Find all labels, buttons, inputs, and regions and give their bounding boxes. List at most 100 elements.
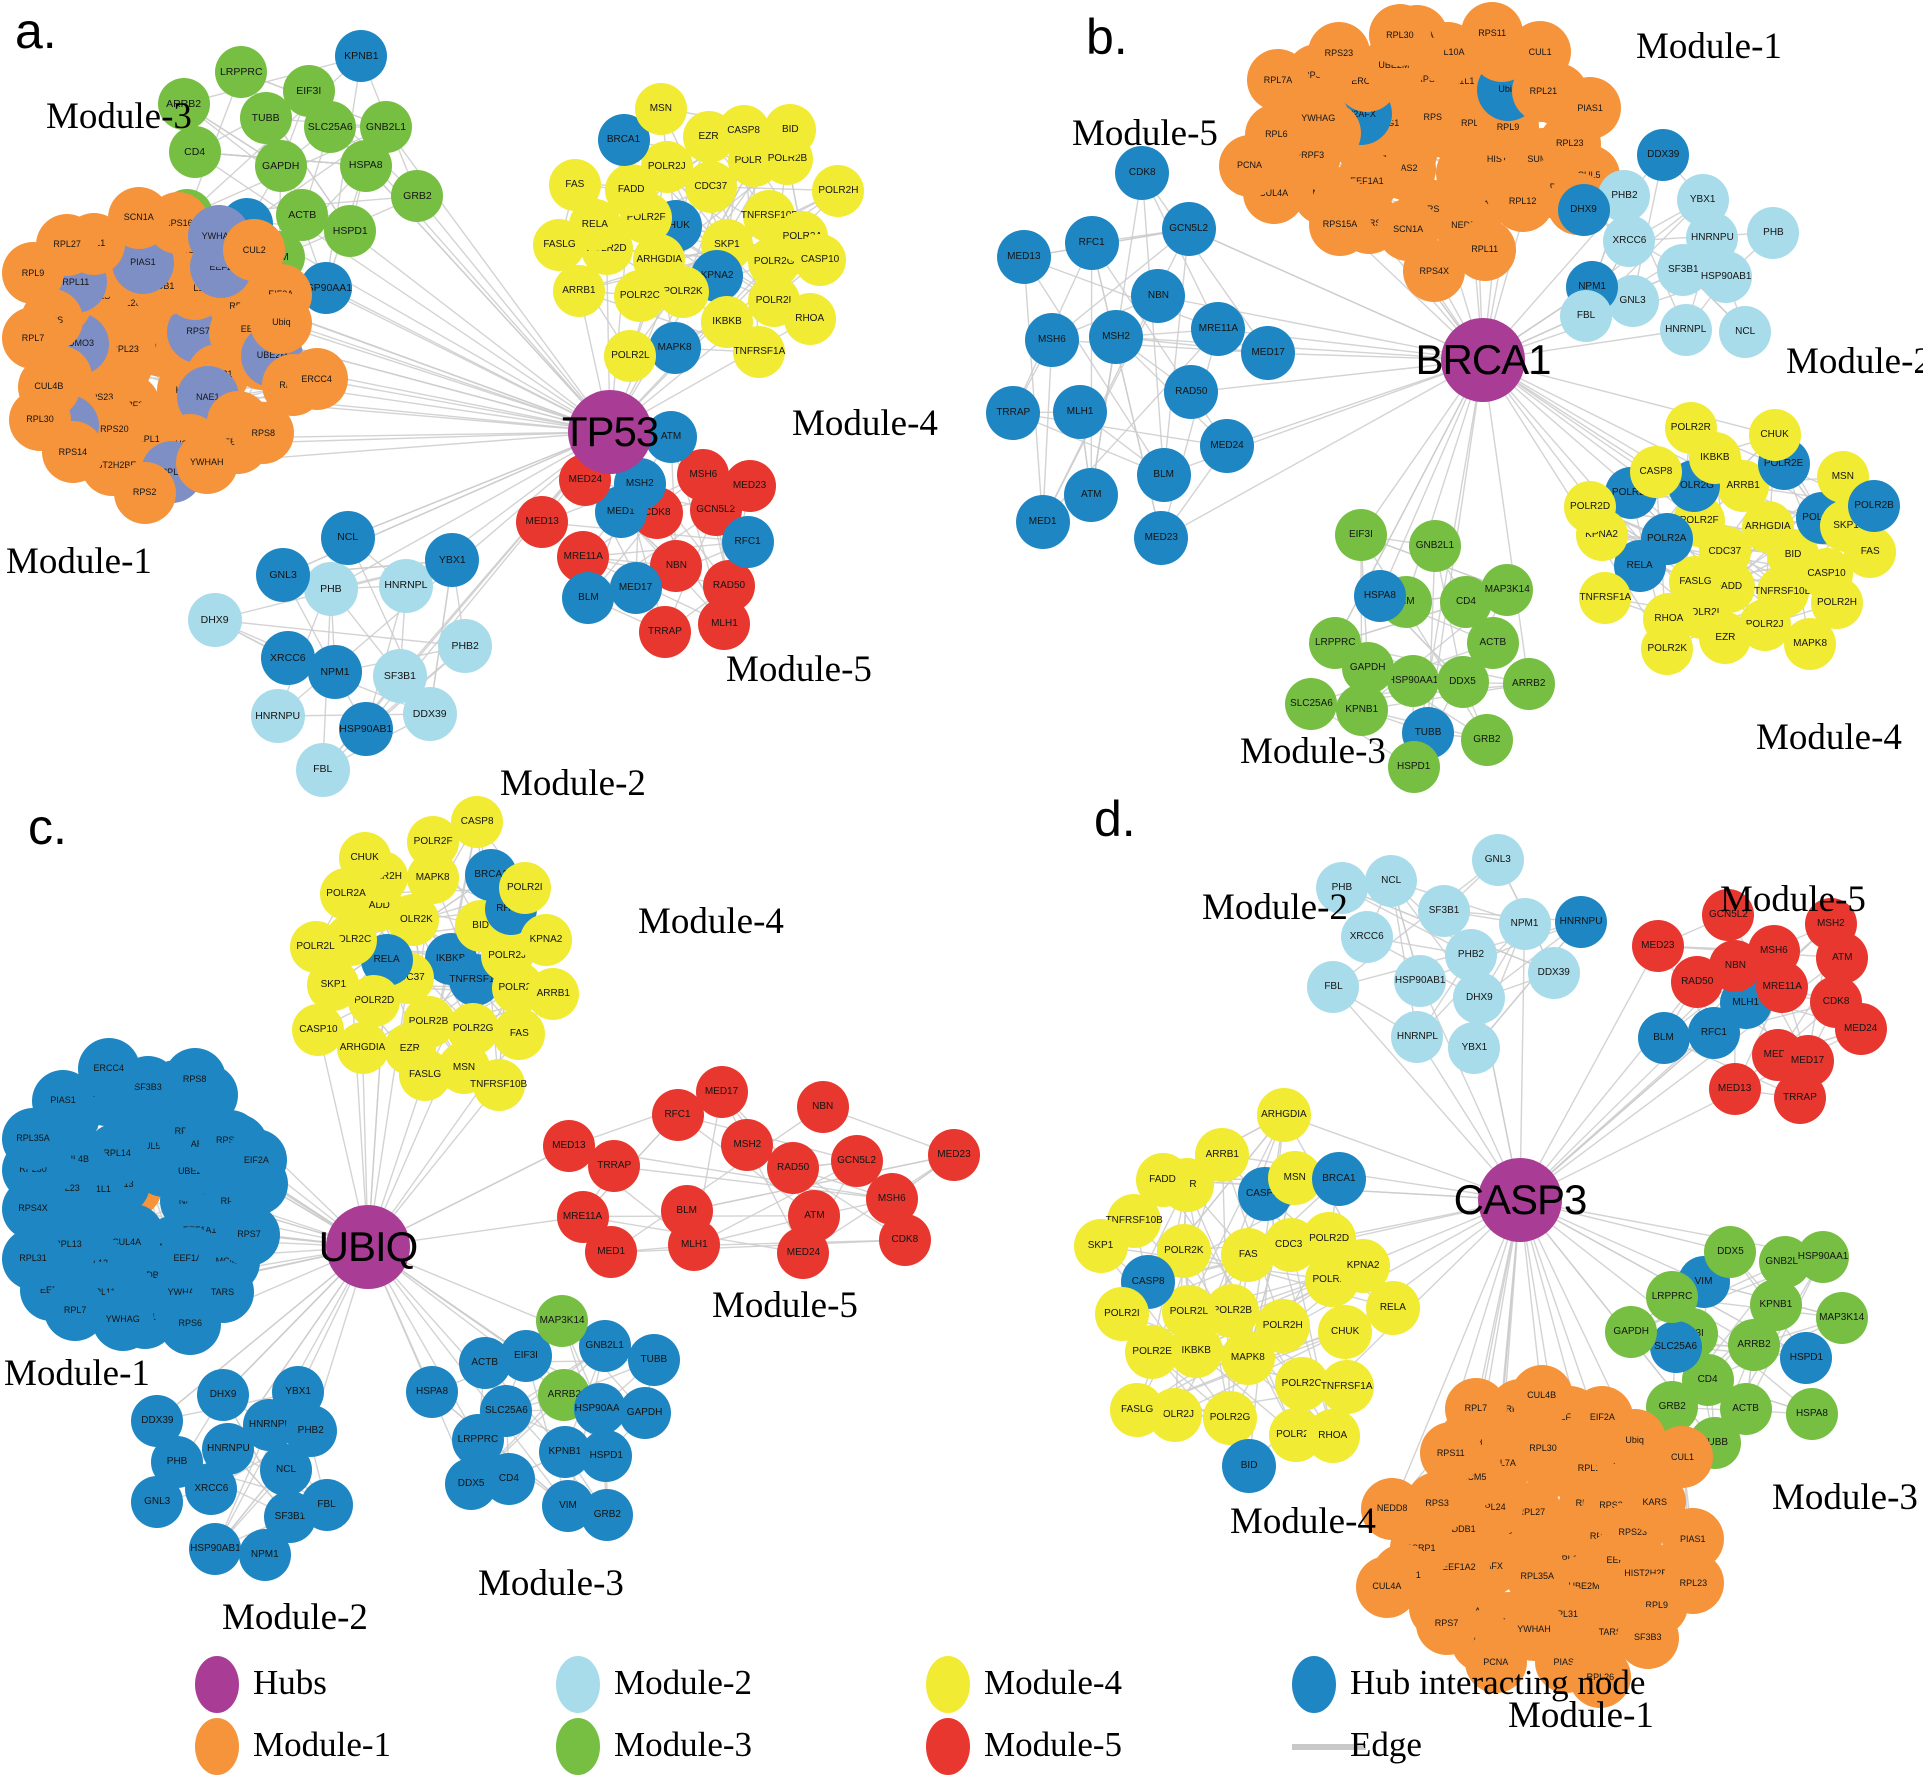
- protein-node-grb2[interactable]: GRB2: [581, 1489, 634, 1542]
- protein-node-ncl[interactable]: NCL: [320, 510, 375, 565]
- protein-node-cdk8[interactable]: CDK8: [1115, 146, 1170, 201]
- protein-node-xrcc6[interactable]: XRCC6: [260, 631, 315, 686]
- protein-node-blm[interactable]: BLM: [1136, 447, 1191, 502]
- protein-node-med17[interactable]: MED17: [1241, 326, 1296, 381]
- protein-node-med23[interactable]: MED23: [1631, 920, 1684, 973]
- protein-node-gapdh[interactable]: GAPDH: [1605, 1306, 1658, 1359]
- protein-node-polr2f[interactable]: POLR2F: [407, 815, 460, 868]
- protein-node-chuk[interactable]: CHUK: [1318, 1304, 1373, 1359]
- protein-node-faslg[interactable]: FASLG: [1110, 1383, 1165, 1437]
- protein-node-bid[interactable]: BID: [1222, 1439, 1277, 1494]
- protein-node-hspd1[interactable]: HSPD1: [580, 1430, 633, 1483]
- protein-node-cul4a[interactable]: CUL4A: [1355, 1555, 1418, 1618]
- protein-node-arrb1[interactable]: ARRB1: [552, 264, 605, 317]
- protein-node-hsp90ab1[interactable]: HSP90AB1: [338, 702, 393, 757]
- protein-node-rhoa[interactable]: RHOA: [1305, 1408, 1360, 1463]
- protein-node-lrpprc[interactable]: LRPPRC: [1309, 616, 1362, 669]
- protein-node-hspd1[interactable]: HSPD1: [324, 205, 377, 258]
- protein-node-hnrnpl[interactable]: HNRNPL: [1391, 1011, 1444, 1064]
- protein-node-med17[interactable]: MED17: [609, 561, 662, 614]
- protein-node-msn[interactable]: MSN: [634, 82, 687, 135]
- protein-node-rpl7[interactable]: RPL7: [44, 1279, 107, 1342]
- protein-node-polr2c[interactable]: POLR2C: [613, 269, 666, 322]
- protein-node-rps2[interactable]: RPS2: [113, 461, 176, 524]
- protein-node-rpl7[interactable]: RPL7: [2, 307, 64, 370]
- protein-node-rfc1[interactable]: RFC1: [651, 1088, 704, 1141]
- protein-node-lrpprc[interactable]: LRPPRC: [215, 46, 268, 99]
- protein-node-rps8[interactable]: RPS8: [163, 1048, 226, 1111]
- protein-node-phb[interactable]: PHB: [303, 561, 358, 616]
- protein-node-xrcc6[interactable]: XRCC6: [1603, 214, 1656, 267]
- hub-node-ubiq[interactable]: UBIQ: [319, 1205, 418, 1289]
- protein-node-ddx39[interactable]: DDX39: [1637, 129, 1690, 182]
- protein-node-gnl3[interactable]: GNL3: [256, 547, 311, 602]
- protein-node-polr2h[interactable]: POLR2H: [1255, 1298, 1310, 1353]
- protein-node-rela[interactable]: RELA: [1365, 1281, 1420, 1336]
- protein-node-ddx39[interactable]: DDX39: [131, 1394, 184, 1447]
- protein-node-trrap[interactable]: TRRAP: [588, 1140, 641, 1193]
- protein-node-rfc1[interactable]: RFC1: [1687, 1007, 1740, 1060]
- protein-node-actb[interactable]: ACTB: [1466, 617, 1519, 670]
- protein-node-cdc37[interactable]: CDC37: [684, 160, 737, 213]
- protein-node-hspa8[interactable]: HSPA8: [1785, 1387, 1838, 1440]
- protein-node-rad50[interactable]: RAD50: [1164, 365, 1219, 420]
- protein-node-hnrnpu[interactable]: HNRNPU: [1555, 895, 1608, 948]
- protein-node-trrap[interactable]: TRRAP: [986, 385, 1041, 440]
- protein-node-pias1[interactable]: PIAS1: [1559, 77, 1622, 140]
- protein-node-grb2[interactable]: GRB2: [391, 170, 444, 223]
- protein-node-rad50[interactable]: RAD50: [767, 1142, 820, 1195]
- protein-node-kpnb1[interactable]: KPNB1: [335, 30, 388, 83]
- protein-node-blm[interactable]: BLM: [1637, 1011, 1690, 1064]
- protein-node-phb[interactable]: PHB: [1315, 861, 1368, 914]
- protein-node-rpl30[interactable]: RPL30: [1368, 4, 1431, 67]
- protein-node-rpl35a[interactable]: RPL35A: [2, 1107, 64, 1170]
- protein-node-ybx1[interactable]: YBX1: [425, 533, 480, 588]
- protein-node-med13[interactable]: MED13: [542, 1120, 595, 1173]
- protein-node-cdk8[interactable]: CDK8: [878, 1214, 931, 1267]
- protein-node-hsp90ab1[interactable]: HSP90AB1: [1700, 250, 1753, 303]
- protein-node-rpl26[interactable]: RPL26: [1569, 1646, 1632, 1709]
- protein-node-rps6[interactable]: RPS6: [159, 1292, 222, 1355]
- protein-node-rpl7a[interactable]: RPL7A: [1247, 49, 1310, 112]
- protein-node-gcn5l2[interactable]: GCN5L2: [1702, 889, 1755, 942]
- protein-node-msh2[interactable]: MSH2: [721, 1118, 774, 1171]
- protein-node-mre11a[interactable]: MRE11A: [1191, 302, 1246, 357]
- protein-node-fadd[interactable]: FADD: [1135, 1152, 1190, 1207]
- protein-node-fbl[interactable]: FBL: [300, 1478, 353, 1531]
- protein-node-med24[interactable]: MED24: [1200, 419, 1255, 474]
- protein-node-rps7[interactable]: RPS7: [218, 1203, 281, 1266]
- protein-node-arrb1[interactable]: ARRB1: [527, 968, 580, 1021]
- protein-node-sf3b1[interactable]: SF3B1: [1418, 884, 1471, 937]
- protein-node-ncl[interactable]: NCL: [1719, 305, 1772, 358]
- protein-node-rhoa[interactable]: RHOA: [783, 292, 836, 345]
- protein-node-gapdh[interactable]: GAPDH: [618, 1387, 671, 1440]
- protein-node-chuk[interactable]: CHUK: [338, 832, 391, 885]
- hub-node-tp53[interactable]: TP53: [562, 390, 659, 474]
- protein-node-tnfrsf10b[interactable]: TNFRSF10B: [470, 1059, 527, 1112]
- protein-node-msh6[interactable]: MSH6: [1024, 312, 1079, 367]
- protein-node-ybx1[interactable]: YBX1: [272, 1366, 325, 1419]
- protein-node-gapdh[interactable]: GAPDH: [254, 140, 307, 193]
- protein-node-arrb2[interactable]: ARRB2: [157, 77, 210, 130]
- protein-node-map3k14[interactable]: MAP3K14: [1815, 1292, 1868, 1345]
- protein-node-atm[interactable]: ATM: [1064, 468, 1119, 523]
- protein-node-cul1[interactable]: CUL1: [1651, 1426, 1714, 1489]
- protein-node-polr2l[interactable]: POLR2L: [289, 921, 342, 974]
- protein-node-dhx9[interactable]: DHX9: [1453, 972, 1506, 1025]
- protein-node-med13[interactable]: MED13: [996, 230, 1051, 285]
- protein-node-gnb2l1[interactable]: GNB2L1: [360, 101, 413, 154]
- protein-node-cul1[interactable]: CUL1: [1509, 21, 1572, 84]
- protein-node-dhx9[interactable]: DHX9: [187, 592, 242, 647]
- protein-node-med1[interactable]: MED1: [585, 1226, 638, 1279]
- protein-node-lrpprc[interactable]: LRPPRC: [1646, 1271, 1699, 1324]
- protein-node-cd4[interactable]: CD4: [168, 126, 221, 179]
- protein-node-mapk8[interactable]: MAPK8: [648, 322, 701, 375]
- protein-node-ddx39[interactable]: DDX39: [1527, 946, 1580, 999]
- protein-node-med24[interactable]: MED24: [777, 1226, 830, 1279]
- protein-node-kpna2[interactable]: KPNA2: [519, 914, 572, 967]
- protein-node-tnfrsf1a[interactable]: TNFRSF1A: [1319, 1359, 1374, 1414]
- protein-node-scn1a[interactable]: SCN1A: [107, 186, 170, 249]
- protein-node-polr2h[interactable]: POLR2H: [812, 164, 865, 217]
- protein-node-phb2[interactable]: PHB2: [438, 619, 493, 674]
- protein-node-hspd1[interactable]: HSPD1: [1780, 1331, 1833, 1384]
